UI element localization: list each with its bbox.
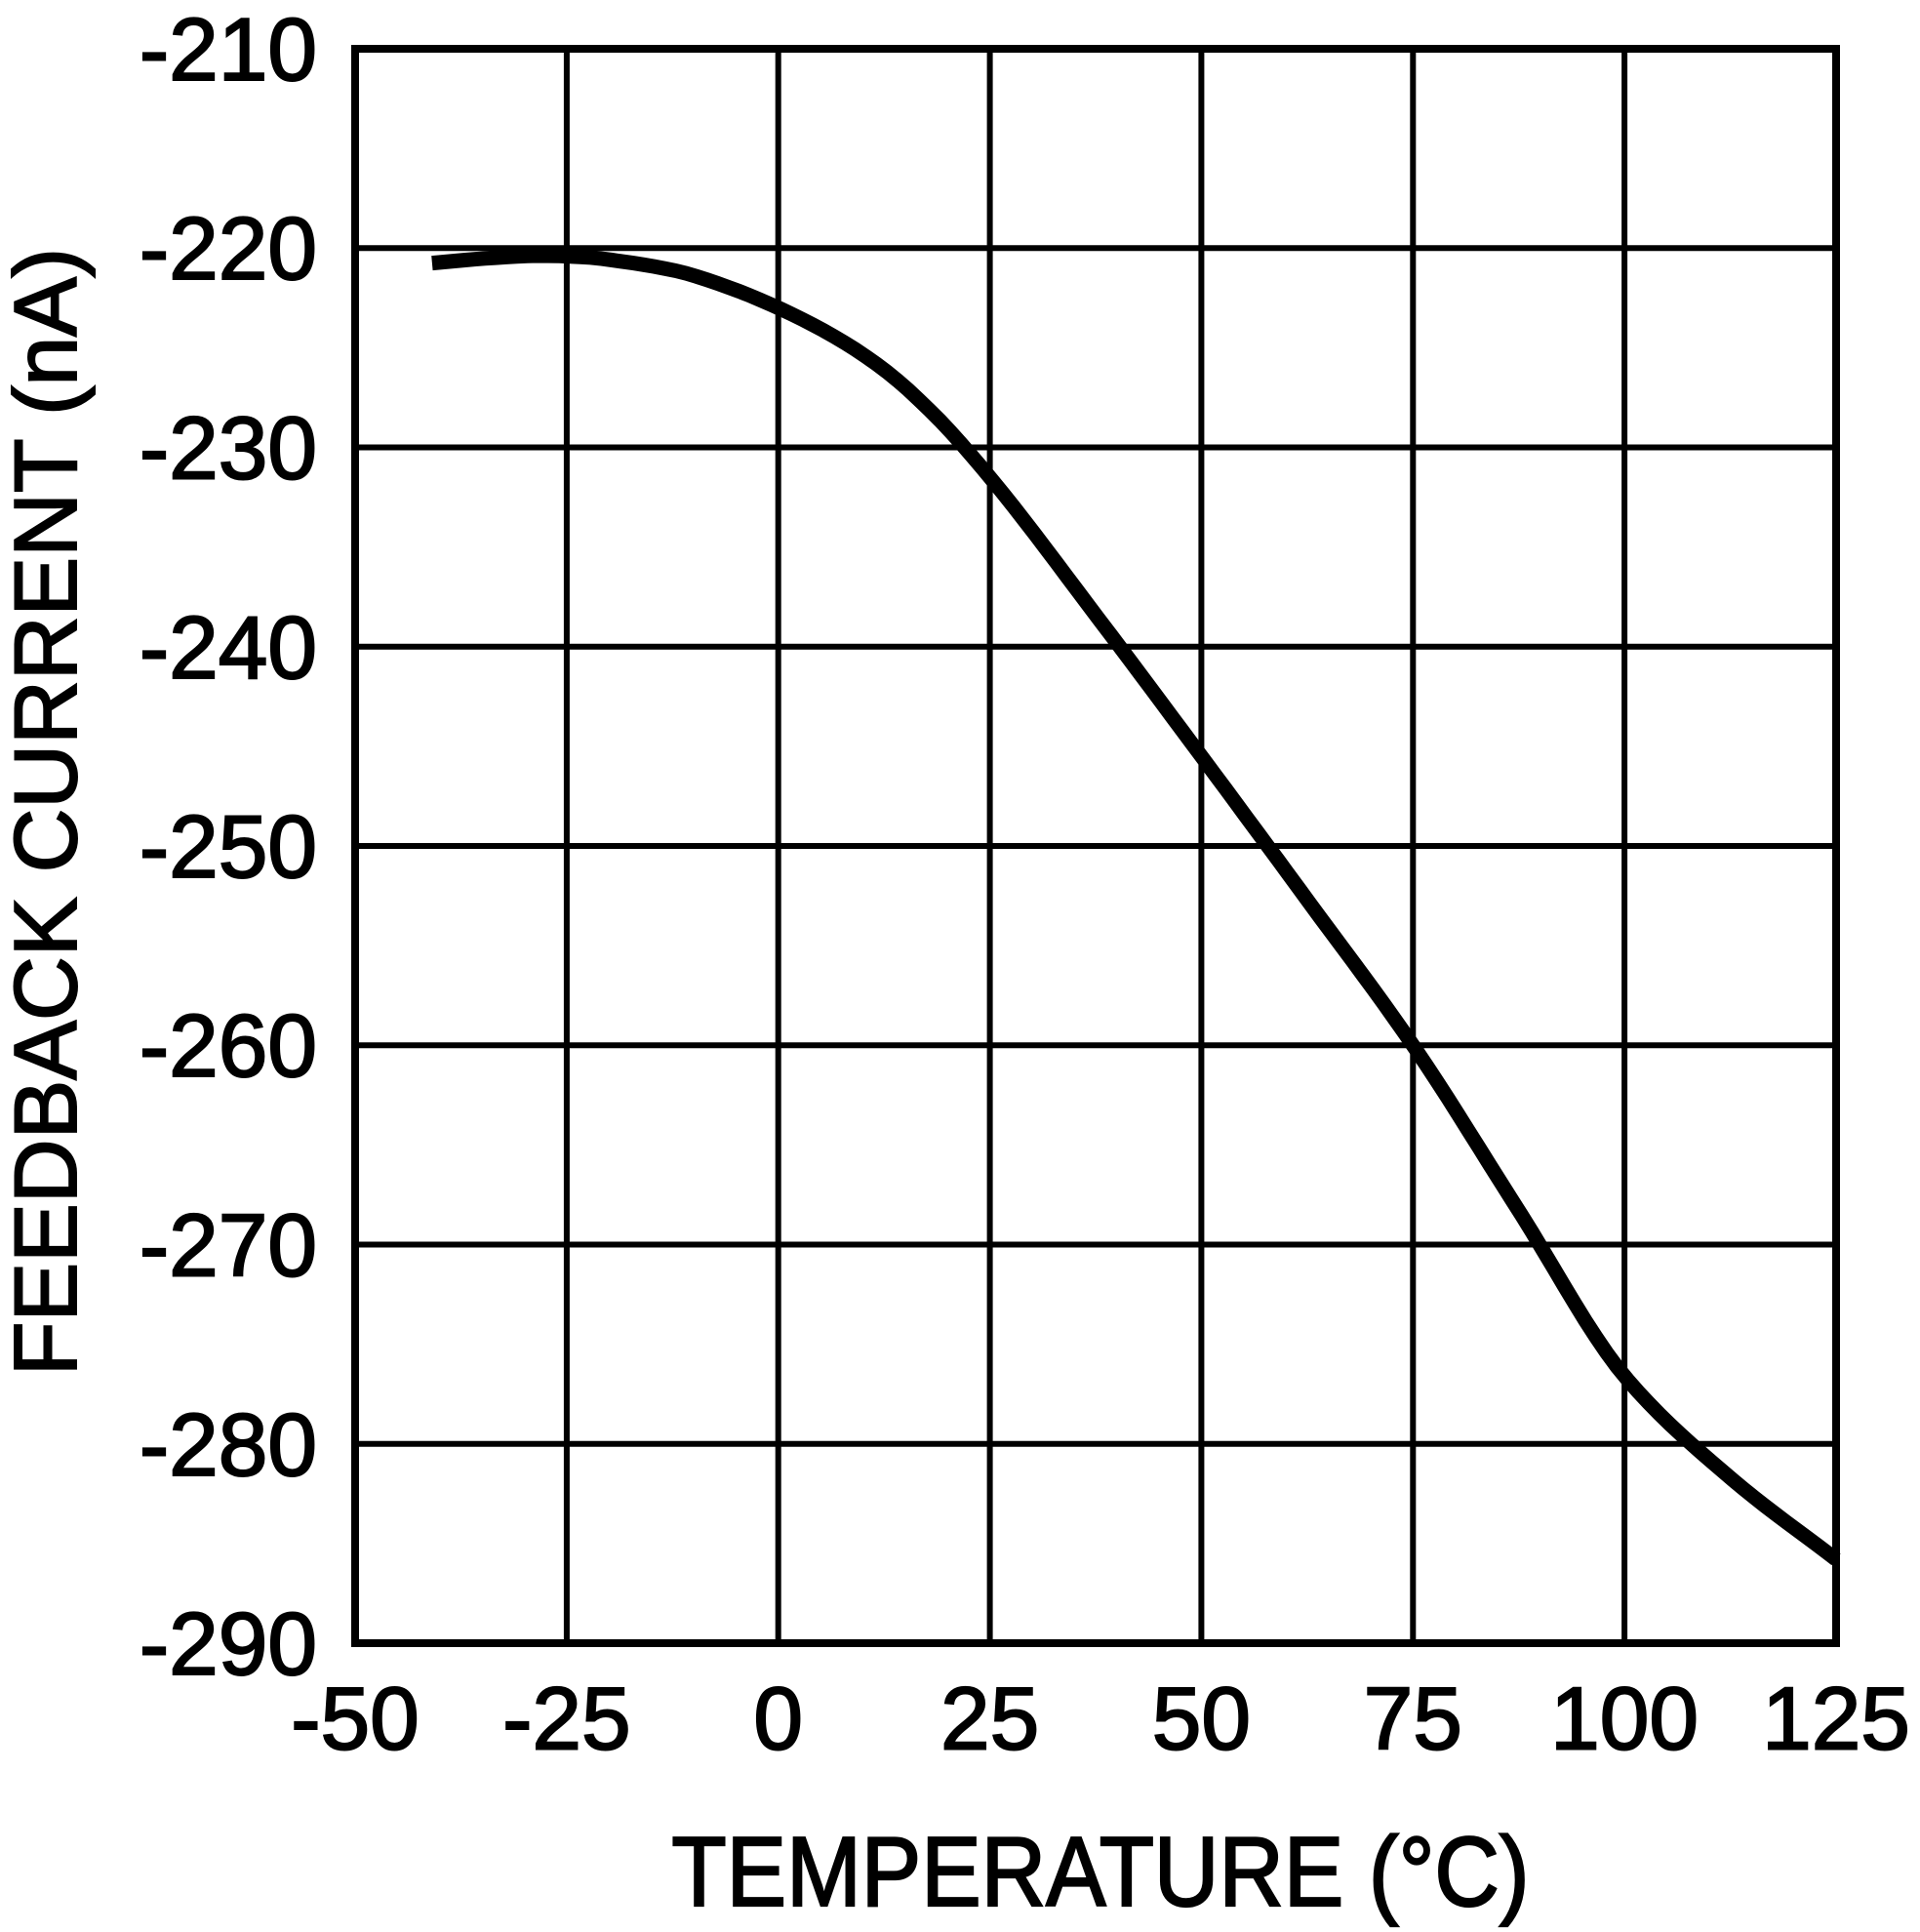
svg-text:-280: -280 bbox=[140, 1396, 317, 1495]
svg-text:0: 0 bbox=[753, 1670, 803, 1769]
svg-text:-270: -270 bbox=[140, 1197, 317, 1296]
svg-text:50: 50 bbox=[1152, 1670, 1251, 1769]
svg-text:TEMPERATURE (°C): TEMPERATURE (°C) bbox=[671, 1818, 1529, 1927]
svg-text:100: 100 bbox=[1550, 1670, 1699, 1769]
svg-text:-50: -50 bbox=[291, 1670, 420, 1769]
svg-text:75: 75 bbox=[1364, 1670, 1462, 1769]
svg-text:-210: -210 bbox=[140, 1, 317, 100]
svg-text:-220: -220 bbox=[140, 200, 317, 299]
svg-text:-25: -25 bbox=[502, 1670, 631, 1769]
svg-text:-250: -250 bbox=[140, 798, 317, 897]
svg-text:-290: -290 bbox=[140, 1595, 317, 1694]
svg-text:-230: -230 bbox=[140, 400, 317, 499]
svg-text:-240: -240 bbox=[140, 599, 317, 698]
svg-text:FEEDBACK CURRENT (nA): FEEDBACK CURRENT (nA) bbox=[0, 248, 96, 1376]
svg-text:25: 25 bbox=[940, 1670, 1039, 1769]
svg-text:125: 125 bbox=[1762, 1670, 1910, 1769]
svg-text:-260: -260 bbox=[140, 997, 317, 1096]
